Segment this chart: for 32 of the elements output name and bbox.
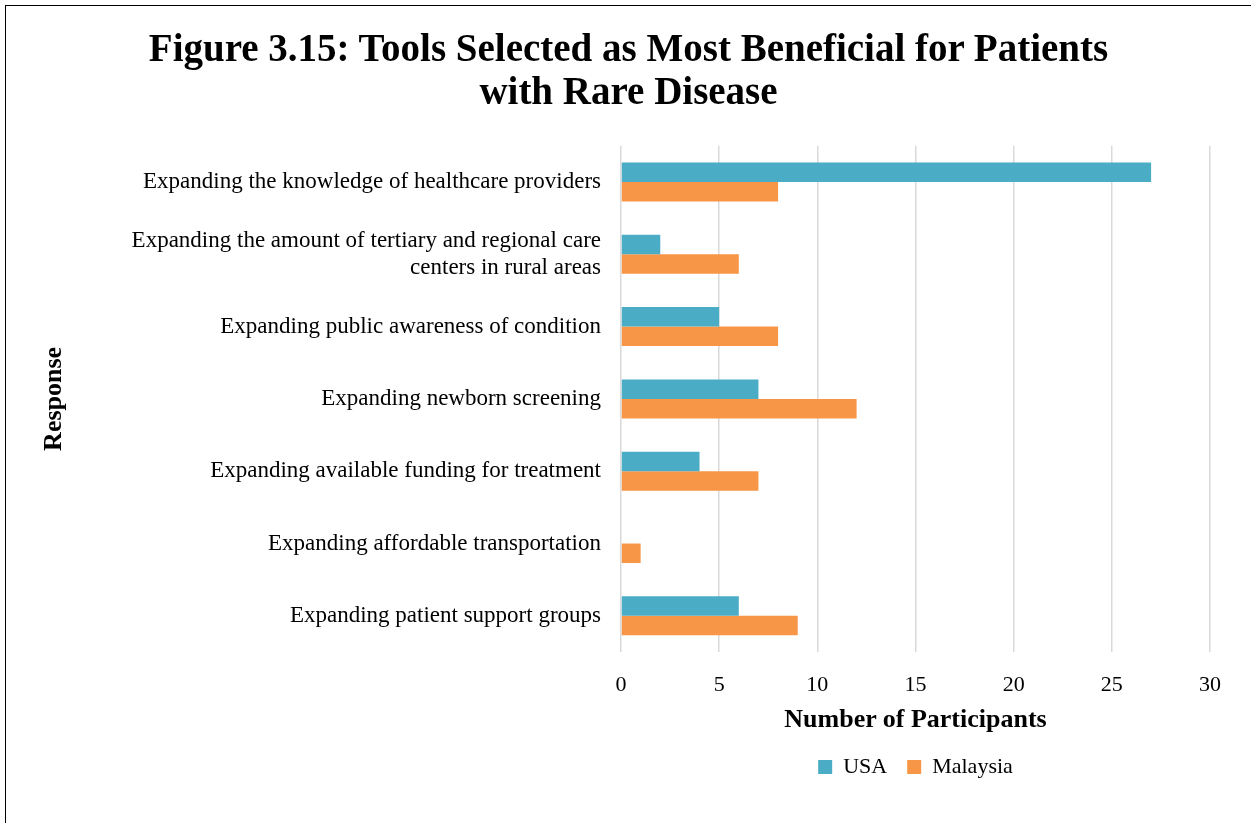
bar — [621, 543, 641, 564]
y-tick-label: Expanding public awareness of condition — [220, 312, 602, 338]
bar — [621, 254, 739, 274]
x-tick-label: 30 — [1199, 670, 1221, 696]
x-tick-label: 25 — [1100, 670, 1123, 696]
x-tick-label: 5 — [713, 670, 725, 696]
legend-label: USA — [843, 752, 888, 778]
y-tick-label: Expanding affordable transportation — [268, 529, 602, 555]
bar — [621, 451, 700, 472]
bar — [621, 471, 759, 491]
y-tick-label: Expanding the amount of tertiary and regional care centers in rural areas — [131, 226, 602, 280]
y-tick-label: Expanding the knowledge of healthcare providers — [143, 168, 602, 193]
legend-label: Malaysia — [932, 752, 1014, 778]
x-tick-label: 0 — [615, 670, 627, 696]
x-tick-label: 10 — [806, 670, 829, 696]
y-tick-label: Expanding newborn screening — [321, 384, 602, 410]
bar — [621, 615, 798, 636]
bar — [621, 181, 779, 202]
bar — [621, 234, 661, 255]
bar — [621, 326, 779, 347]
x-axis-title: Number of Participants — [784, 704, 1047, 734]
y-axis-title: Response — [38, 346, 68, 451]
chart-title: Figure 3.15: Tools Selected as Most Beneficial for Patients with Rare Disease — [147, 26, 1110, 112]
y-tick-label: Expanding available funding for treatment — [210, 457, 602, 483]
bar — [621, 398, 857, 419]
y-tick-label: Expanding patient support groups — [289, 601, 602, 627]
x-tick-label: 15 — [904, 670, 927, 696]
bar — [621, 307, 720, 327]
bar — [621, 162, 1152, 182]
x-tick-label: 20 — [1002, 670, 1025, 696]
bar — [621, 379, 759, 399]
bar — [621, 596, 739, 616]
